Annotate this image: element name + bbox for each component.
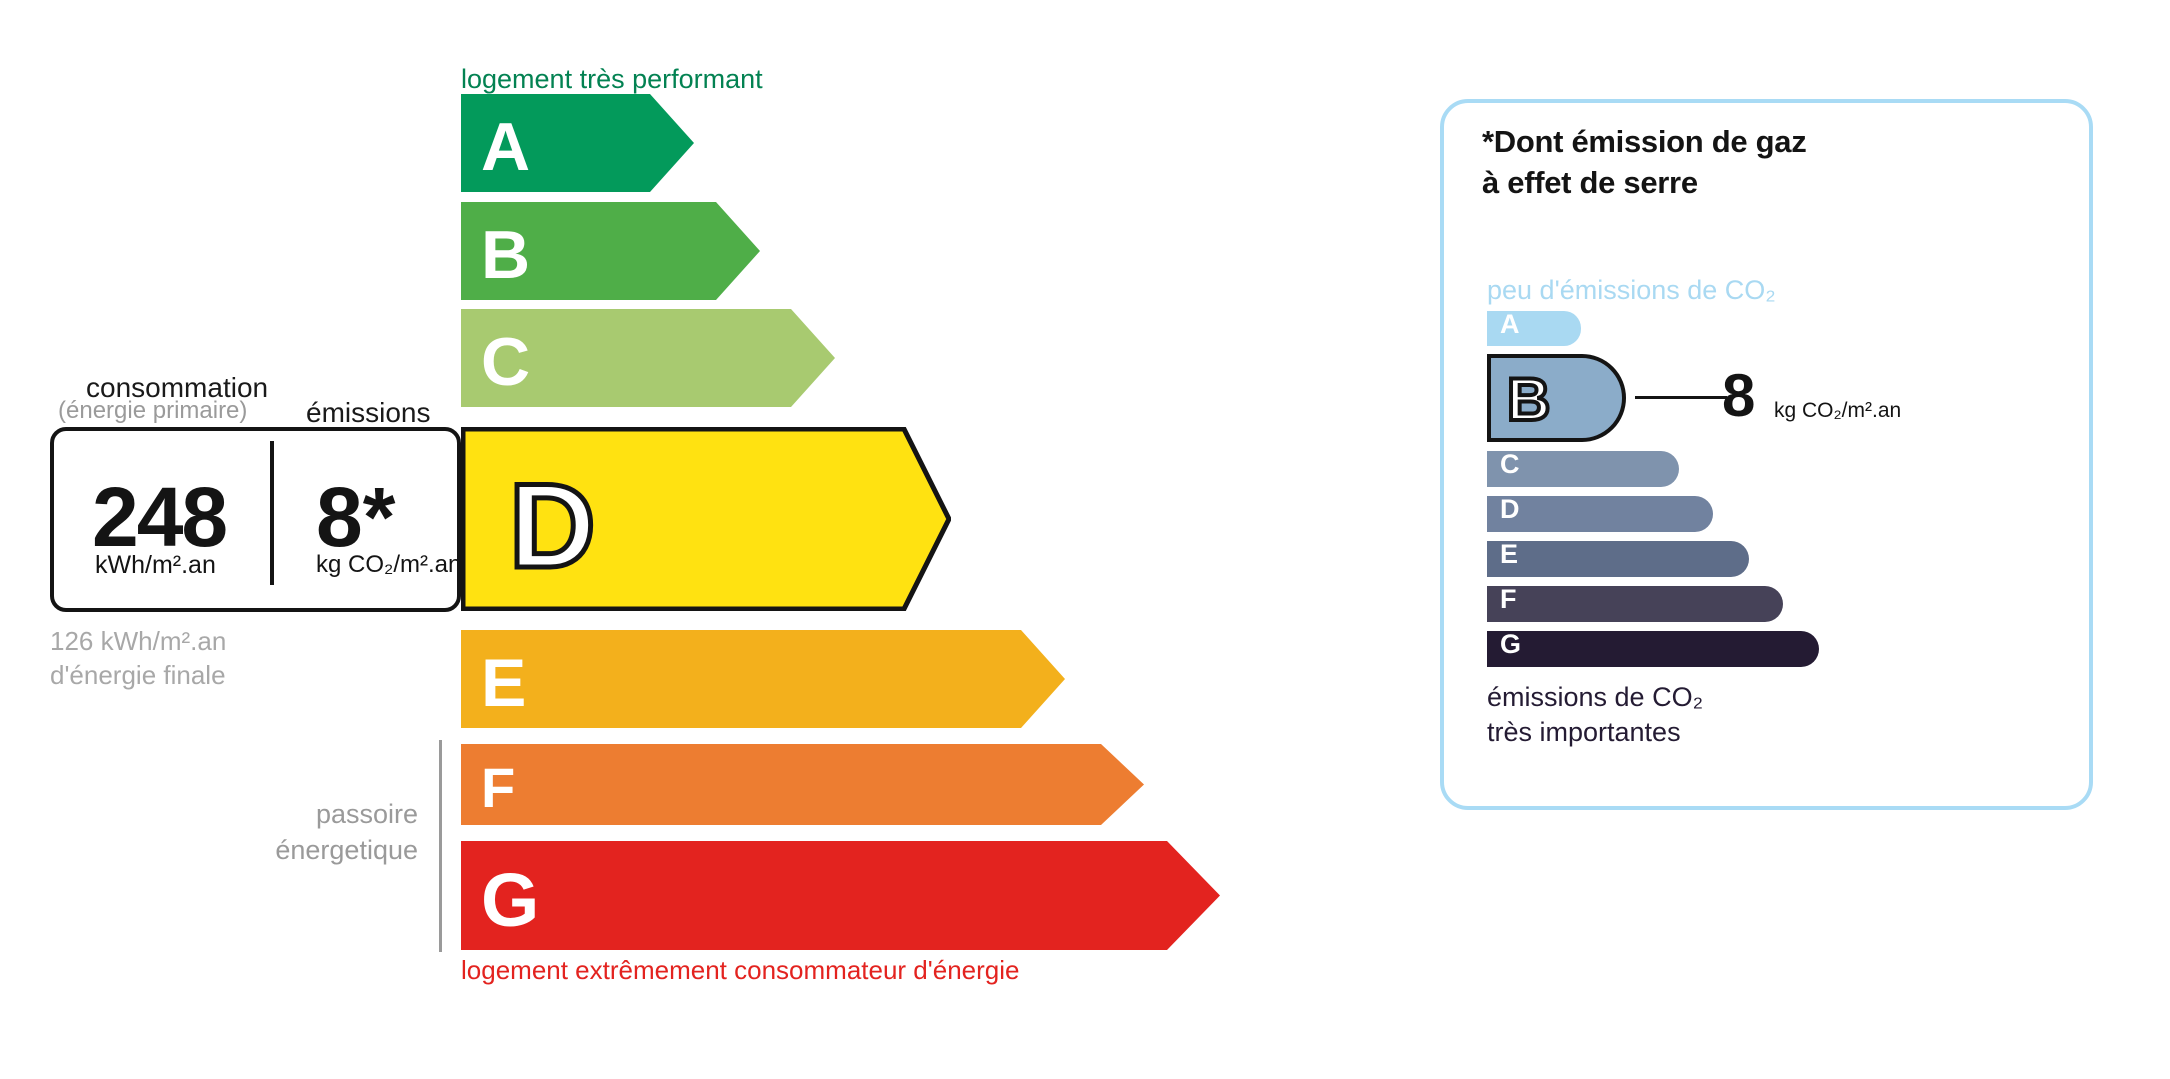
svg-text:B: B bbox=[481, 217, 530, 293]
svg-text:F: F bbox=[481, 756, 515, 819]
svg-text:C: C bbox=[481, 324, 530, 400]
svg-text:A: A bbox=[481, 109, 530, 185]
svg-text:D: D bbox=[509, 459, 596, 593]
svg-text:E: E bbox=[481, 645, 526, 721]
svg-text:G: G bbox=[481, 858, 539, 942]
svg-text:B: B bbox=[1507, 366, 1550, 433]
